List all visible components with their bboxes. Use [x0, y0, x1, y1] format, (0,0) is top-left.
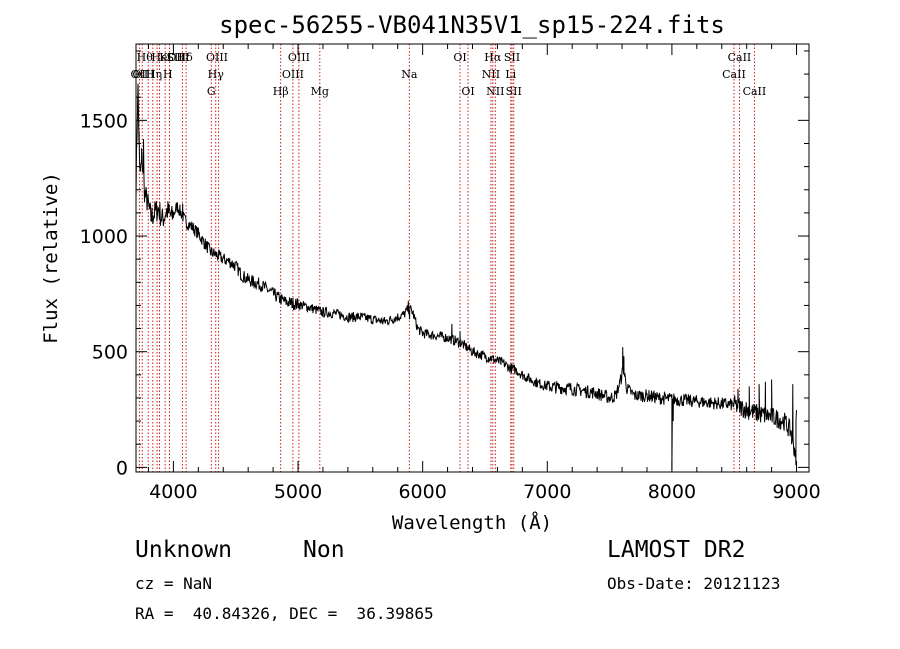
- survey-name: LAMOST DR2: [607, 537, 746, 563]
- axis-tick-labels: 4000 5000 6000 7000 8000 9000 0 500 1000 1500: [80, 110, 821, 503]
- x-tick-label: 6000: [398, 481, 446, 503]
- marker-label: OIII: [206, 51, 228, 64]
- marker-label: K: [159, 51, 168, 64]
- marker-label: SII: [504, 51, 520, 64]
- coordinates: RA = 40.84326, DEC = 36.39865: [135, 604, 434, 623]
- marker-label: Mg: [311, 85, 329, 98]
- marker-label: NII: [482, 68, 500, 81]
- marker-label: H: [163, 68, 173, 81]
- x-axis-label: Wavelength (Å): [392, 511, 552, 534]
- marker-label: CaII: [722, 68, 746, 81]
- emission-line-labels: OIIHθOIIIHηHeIKHSIIHδOIIIGHγOIIIHβOIIIOI…: [131, 51, 767, 98]
- marker-label: OI: [461, 85, 474, 98]
- spectrum-line: [135, 83, 797, 470]
- marker-label: Li: [505, 68, 516, 81]
- marker-label: OIII: [282, 68, 304, 81]
- x-tick-label: 5000: [274, 481, 322, 503]
- marker-label: NII: [486, 85, 504, 98]
- emission-line-markers: [138, 44, 755, 472]
- x-tick-label: 8000: [648, 481, 696, 503]
- x-tick-label: 4000: [149, 481, 197, 503]
- object-subclass: Non: [303, 537, 345, 563]
- redshift-cz: cz = NaN: [135, 574, 213, 593]
- y-tick-label: 0: [116, 457, 128, 479]
- marker-label: CaII: [728, 51, 752, 64]
- marker-label: Hα: [484, 51, 502, 64]
- marker-label: OI: [453, 51, 466, 64]
- marker-label: HeI: [151, 51, 171, 64]
- marker-label: Hη: [146, 68, 162, 81]
- x-tick-label: 7000: [523, 481, 571, 503]
- marker-label: Hγ: [208, 68, 225, 81]
- marker-label: OIII: [167, 51, 189, 64]
- plot-frame: [135, 43, 810, 473]
- marker-label: Na: [401, 68, 418, 81]
- y-tick-label: 1000: [80, 226, 128, 248]
- marker-label: SII: [506, 85, 522, 98]
- y-tick-label: 500: [92, 342, 128, 364]
- chart-title: spec-56255-VB041N35V1_sp15-224.fits: [219, 11, 725, 39]
- observation-date: Obs-Date: 20121123: [607, 574, 781, 593]
- y-axis-label: Flux (relative): [40, 172, 62, 344]
- marker-label: Hθ: [137, 51, 154, 64]
- marker-label: Hδ: [176, 51, 193, 64]
- x-tick-label: 9000: [772, 481, 820, 503]
- object-class: Unknown: [135, 537, 232, 563]
- axis-ticks: [136, 44, 809, 472]
- marker-label: G: [207, 85, 216, 98]
- marker-label: Hβ: [273, 85, 289, 98]
- marker-label: SII: [167, 51, 183, 64]
- marker-label: CaII: [743, 85, 767, 98]
- y-tick-label: 1500: [80, 110, 128, 132]
- marker-label: OIII: [132, 68, 154, 81]
- marker-label: OIII: [288, 51, 310, 64]
